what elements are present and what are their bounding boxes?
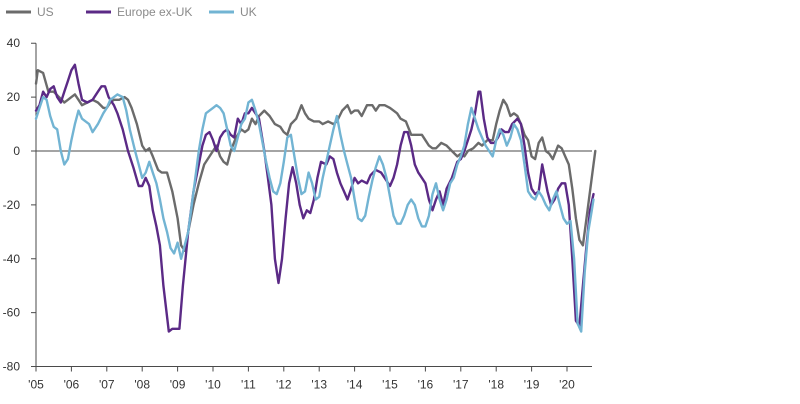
- x-tick-label: '16: [418, 378, 434, 392]
- y-axis: -80 -60 -40 -20 0 20 40: [3, 36, 37, 374]
- x-tick-label: '09: [170, 378, 186, 392]
- series-layer: [34, 63, 597, 333]
- x-tick-label: '06: [64, 378, 80, 392]
- x-axis: '05 '06 '07 '08 '09 '10 '11 '12 '13 '14 '15 '16 '17 '…: [28, 150, 592, 392]
- legend-label: US: [37, 5, 54, 19]
- series-line-us: [34, 69, 597, 252]
- y-tick-label: -40: [3, 252, 21, 266]
- x-tick-label: '07: [99, 378, 115, 392]
- x-tick-label: '19: [524, 378, 540, 392]
- x-tick-label: '18: [488, 378, 504, 392]
- x-tick-label: '05: [28, 378, 44, 392]
- series-line-europe-ex-uk: [34, 63, 595, 333]
- x-tick-label: '20: [559, 378, 575, 392]
- x-tick-label: '15: [382, 378, 398, 392]
- y-tick-label: 20: [7, 90, 21, 104]
- x-tick-label: '08: [134, 378, 150, 392]
- x-tick-label: '14: [347, 378, 363, 392]
- y-tick-label: -20: [3, 198, 21, 212]
- x-tick-label: '12: [276, 378, 292, 392]
- series-line-uk: [34, 93, 595, 333]
- y-tick-label: 0: [13, 144, 20, 158]
- legend-label: UK: [240, 5, 257, 19]
- x-tick-label: '17: [453, 378, 469, 392]
- y-tick-label: -80: [3, 360, 21, 374]
- legend-label: Europe ex-UK: [117, 5, 192, 19]
- x-tick-label: '13: [311, 378, 327, 392]
- y-tick-label: 40: [7, 36, 21, 50]
- x-tick-label: '10: [205, 378, 221, 392]
- chart-legend: US Europe ex-UK UK: [6, 5, 257, 19]
- x-tick-label: '11: [241, 378, 256, 392]
- y-tick-label: -60: [3, 306, 21, 320]
